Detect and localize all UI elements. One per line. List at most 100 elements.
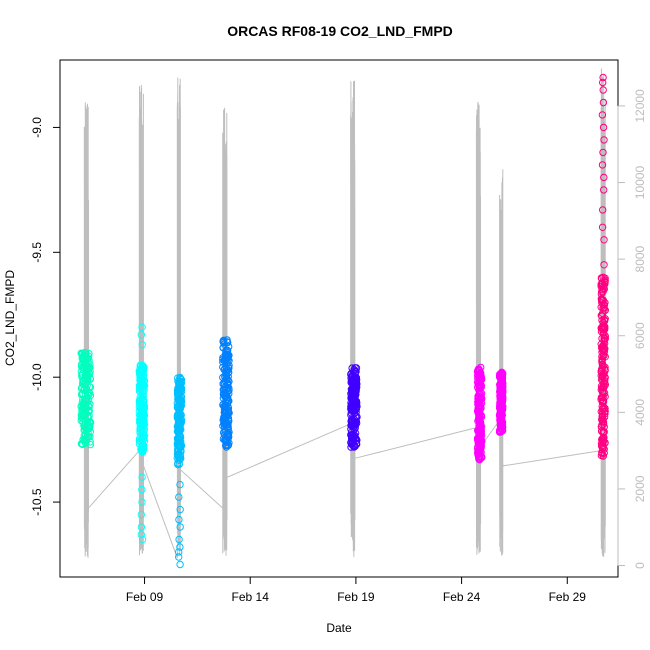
data-point bbox=[79, 396, 87, 404]
data-point bbox=[496, 412, 505, 420]
data-point bbox=[137, 510, 146, 519]
data-point bbox=[84, 423, 93, 431]
data-point bbox=[601, 377, 609, 385]
data-point bbox=[79, 403, 88, 411]
data-point bbox=[176, 560, 184, 569]
data-point bbox=[81, 415, 89, 423]
data-point bbox=[600, 336, 608, 345]
data-point bbox=[176, 383, 185, 391]
data-point bbox=[137, 523, 146, 531]
data-point bbox=[84, 397, 93, 405]
data-point bbox=[175, 548, 183, 556]
y-tick-label: -10.0 bbox=[30, 363, 44, 391]
data-point bbox=[138, 498, 146, 506]
data-point bbox=[600, 304, 608, 312]
data-point bbox=[601, 277, 609, 286]
data-point bbox=[600, 136, 608, 144]
data-point bbox=[597, 343, 606, 352]
right-tick-label: 6000 bbox=[633, 322, 647, 349]
data-point bbox=[219, 358, 227, 366]
data-point bbox=[598, 365, 606, 373]
data-point bbox=[597, 382, 606, 390]
data-point bbox=[225, 384, 233, 392]
data-point bbox=[79, 417, 87, 426]
data-point bbox=[599, 415, 607, 424]
data-point bbox=[599, 148, 607, 157]
x-axis: Feb 09 Feb 14 Feb 19 Feb 24 Feb 29 bbox=[126, 576, 587, 604]
altitude-trace-flight bbox=[499, 169, 504, 556]
data-point bbox=[477, 413, 486, 421]
data-point bbox=[476, 454, 484, 463]
data-point bbox=[138, 535, 147, 544]
data-point bbox=[139, 371, 148, 379]
data-point bbox=[476, 444, 484, 452]
x-tick-label: Feb 19 bbox=[337, 590, 375, 604]
data-point bbox=[222, 351, 230, 360]
data-point bbox=[224, 368, 233, 377]
data-point bbox=[477, 430, 485, 438]
data-point bbox=[174, 438, 182, 446]
data-point bbox=[597, 427, 606, 435]
series-rf11 bbox=[219, 336, 233, 451]
y-axis: -9.0 -9.5 -10.0 -10.5 bbox=[30, 117, 61, 516]
data-point bbox=[81, 437, 89, 445]
data-point bbox=[496, 419, 505, 427]
data-point bbox=[175, 460, 184, 468]
data-point bbox=[220, 413, 229, 421]
data-point bbox=[601, 373, 609, 382]
data-point bbox=[475, 406, 483, 414]
data-point bbox=[139, 442, 147, 451]
data-point bbox=[598, 223, 607, 232]
data-point bbox=[598, 352, 606, 361]
data-point bbox=[349, 403, 357, 411]
data-point bbox=[597, 311, 605, 320]
data-point bbox=[600, 389, 609, 397]
data-point bbox=[220, 402, 228, 411]
data-point bbox=[176, 523, 184, 531]
data-point bbox=[598, 387, 607, 395]
data-point bbox=[600, 261, 608, 269]
data-point bbox=[140, 409, 148, 417]
series-rf08 bbox=[77, 348, 95, 449]
data-point bbox=[138, 378, 146, 386]
x-tick-label: Feb 29 bbox=[549, 590, 587, 604]
data-point bbox=[599, 86, 607, 94]
data-point bbox=[222, 347, 230, 355]
data-point bbox=[599, 206, 607, 214]
series-rf09 bbox=[135, 323, 149, 544]
x-tick-label: Feb 09 bbox=[126, 590, 164, 604]
altitude-trace-flight bbox=[222, 107, 228, 556]
data-point bbox=[496, 422, 505, 430]
data-point bbox=[83, 382, 91, 390]
data-point bbox=[475, 415, 484, 424]
data-point bbox=[174, 395, 183, 403]
data-point bbox=[348, 421, 356, 429]
data-point bbox=[80, 353, 88, 361]
series-rf15 bbox=[597, 73, 609, 460]
data-point bbox=[349, 397, 357, 405]
data-point bbox=[138, 473, 146, 481]
data-point bbox=[353, 436, 361, 444]
data-point bbox=[347, 425, 355, 433]
data-point bbox=[174, 416, 183, 424]
data-point bbox=[349, 389, 358, 397]
data-point bbox=[601, 381, 609, 389]
data-point bbox=[496, 398, 504, 407]
data-point bbox=[477, 453, 486, 461]
y-axis-title: CO2_LND_FMPD bbox=[3, 270, 17, 366]
data-point bbox=[175, 515, 183, 524]
data-point bbox=[175, 493, 183, 501]
data-point bbox=[598, 161, 607, 169]
data-point bbox=[86, 389, 94, 397]
data-point bbox=[601, 407, 609, 415]
data-point bbox=[80, 400, 88, 408]
data-point bbox=[224, 430, 233, 438]
data-point bbox=[348, 418, 356, 426]
data-point bbox=[477, 395, 486, 403]
data-point bbox=[597, 368, 605, 376]
data-point bbox=[137, 331, 146, 339]
data-point bbox=[599, 398, 607, 406]
data-point bbox=[81, 351, 90, 359]
data-point bbox=[598, 297, 606, 305]
data-point bbox=[82, 435, 90, 443]
